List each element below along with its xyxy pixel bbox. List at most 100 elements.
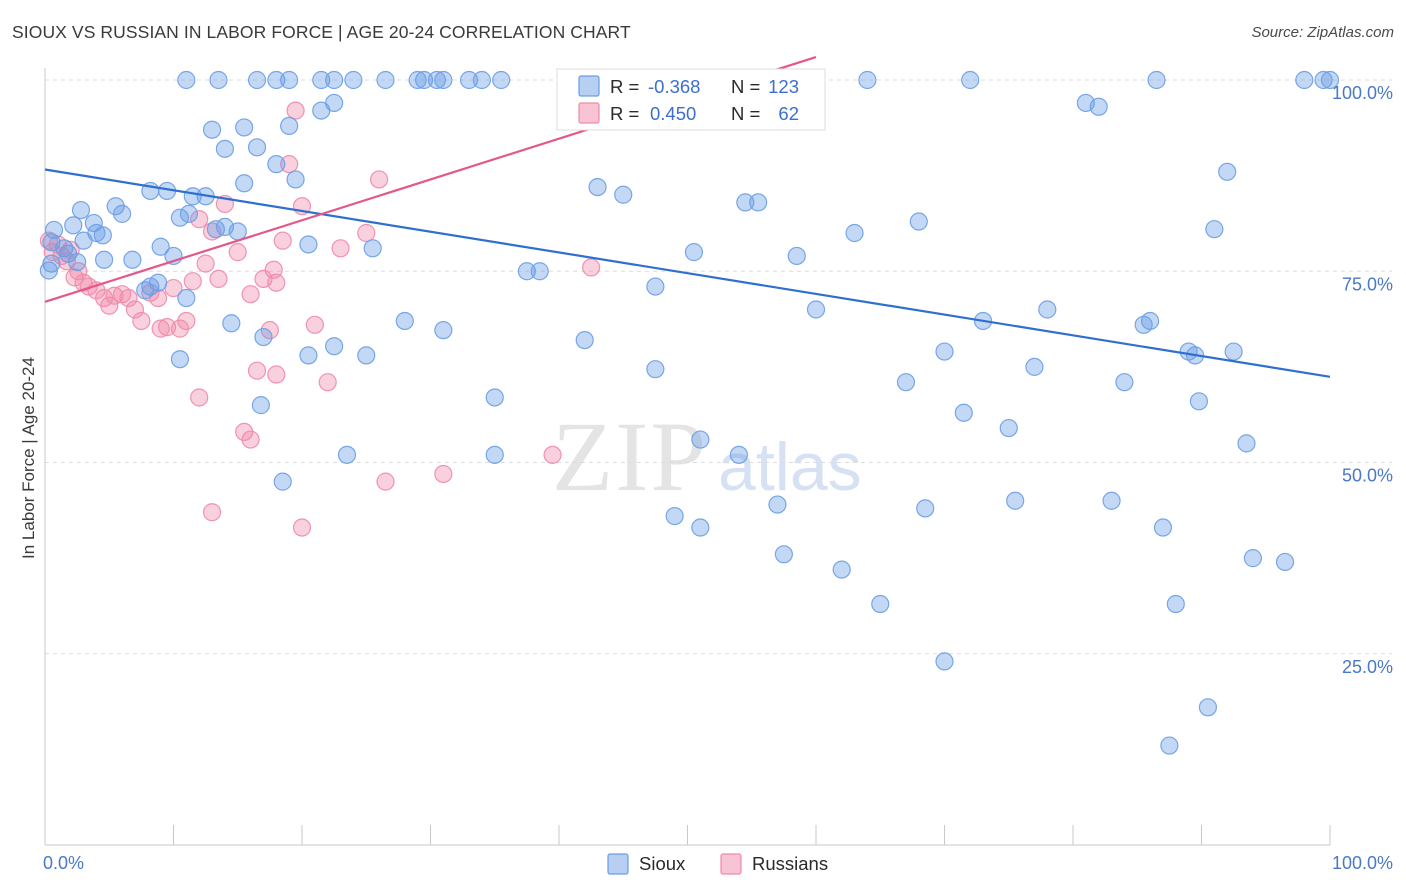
russians-point [202,503,222,522]
sioux-point [151,237,170,256]
sioux-point [235,174,254,193]
russians-point [267,365,286,384]
sioux-point [1140,311,1160,331]
sioux-point [1243,549,1263,568]
source-label: Source: ZipAtlas.com [1251,24,1394,41]
sioux-point [935,652,954,671]
russians-point [125,300,145,319]
sioux-point [254,327,273,347]
sioux-point [1160,736,1179,755]
sioux-point [71,200,91,220]
y-tick-label: 25.0% [1342,657,1393,677]
russians-point [434,464,453,484]
sioux-point [665,506,684,526]
series-legend: Sioux Russians [607,853,828,875]
sioux-point [954,403,973,422]
sioux-point [1166,594,1185,614]
russians-point [582,258,601,277]
russians-point [280,155,299,174]
legend-r-value-sioux: -0.368 [648,76,700,97]
sioux-point [530,262,549,281]
watermark: ZIP atlas [552,401,862,512]
sioux-point [170,208,190,227]
sioux-point [896,373,916,392]
russians-point [264,260,283,279]
sioux-point [337,445,357,464]
sioux-point [1025,357,1044,376]
sioux-point [170,350,190,369]
russians-point [105,286,124,305]
sioux-point [299,235,318,254]
russians-point [292,518,312,537]
axes [44,68,1331,846]
russians-point [260,321,279,340]
sioux-point [1198,698,1218,717]
sioux-point [1224,342,1243,361]
sioux-point [832,560,851,579]
legend-swatch-russians [578,102,600,124]
sioux-point [729,445,749,464]
sioux-point [1320,70,1340,90]
russians-point [190,388,209,407]
russians-point [69,262,88,281]
sioux-point [1115,373,1134,392]
sioux-point [485,388,504,407]
legend-n-value-sioux: 123 [768,76,799,97]
chart-title: SIOUX VS RUSSIAN IN LABOR FORCE | AGE 20… [12,22,631,42]
sioux-point [395,311,414,331]
sioux-point [427,70,447,90]
sioux-point [575,331,594,350]
y-axis-title: In Labor Force | Age 20-24 [19,357,38,559]
sioux-point [1038,300,1057,319]
sioux-point [179,204,199,223]
bottom-legend-label-sioux: Sioux [639,853,686,874]
sioux-point [916,499,935,518]
sioux-point [312,70,331,90]
legend-r-label-sioux: R = [610,76,639,97]
legend-n-label-sioux: N = [731,76,760,97]
sioux-point [646,360,665,379]
correlation-legend: R = -0.368 N = 123 R = 0.450 N = 62 [556,68,826,131]
sioux-point [286,170,305,189]
sioux-point [215,139,234,158]
russians-point [305,315,324,334]
russians-point [357,223,376,243]
sioux-point [74,231,93,250]
sioux-point [434,70,453,90]
russians-point [331,239,350,258]
sioux-point [459,70,479,90]
sioux-point [136,281,155,300]
legend-r-label-russians: R = [610,103,639,124]
sioux-point [177,288,196,308]
legend-n-label-russians: N = [731,103,760,124]
sioux-point [222,314,241,333]
sioux-point [1089,97,1108,116]
sioux-point [280,116,299,136]
sioux-point [1218,162,1237,181]
x-tick-label: 100.0% [1332,853,1393,873]
sioux-point [1205,220,1224,239]
sioux-point [64,216,83,235]
legend-swatch-sioux [578,75,600,97]
russians-point [376,472,395,491]
sioux-point [299,346,318,365]
sioux-points [39,70,1340,755]
sioux-point [376,70,395,90]
watermark-atlas: atlas [718,429,862,505]
russians-point [151,319,170,338]
sioux-point [267,155,286,174]
sioux-point [1189,392,1209,411]
sioux-point [408,70,427,90]
russians-point [196,254,215,273]
sioux-point [414,70,434,90]
sioux-point [325,93,344,113]
sioux-point [209,70,228,90]
sioux-point [1295,70,1314,90]
sioux-point [251,396,270,415]
russians-point [241,285,260,304]
russians-point [190,210,209,229]
russians-point [209,269,228,288]
sioux-point [472,70,491,90]
sioux-point [684,243,704,262]
